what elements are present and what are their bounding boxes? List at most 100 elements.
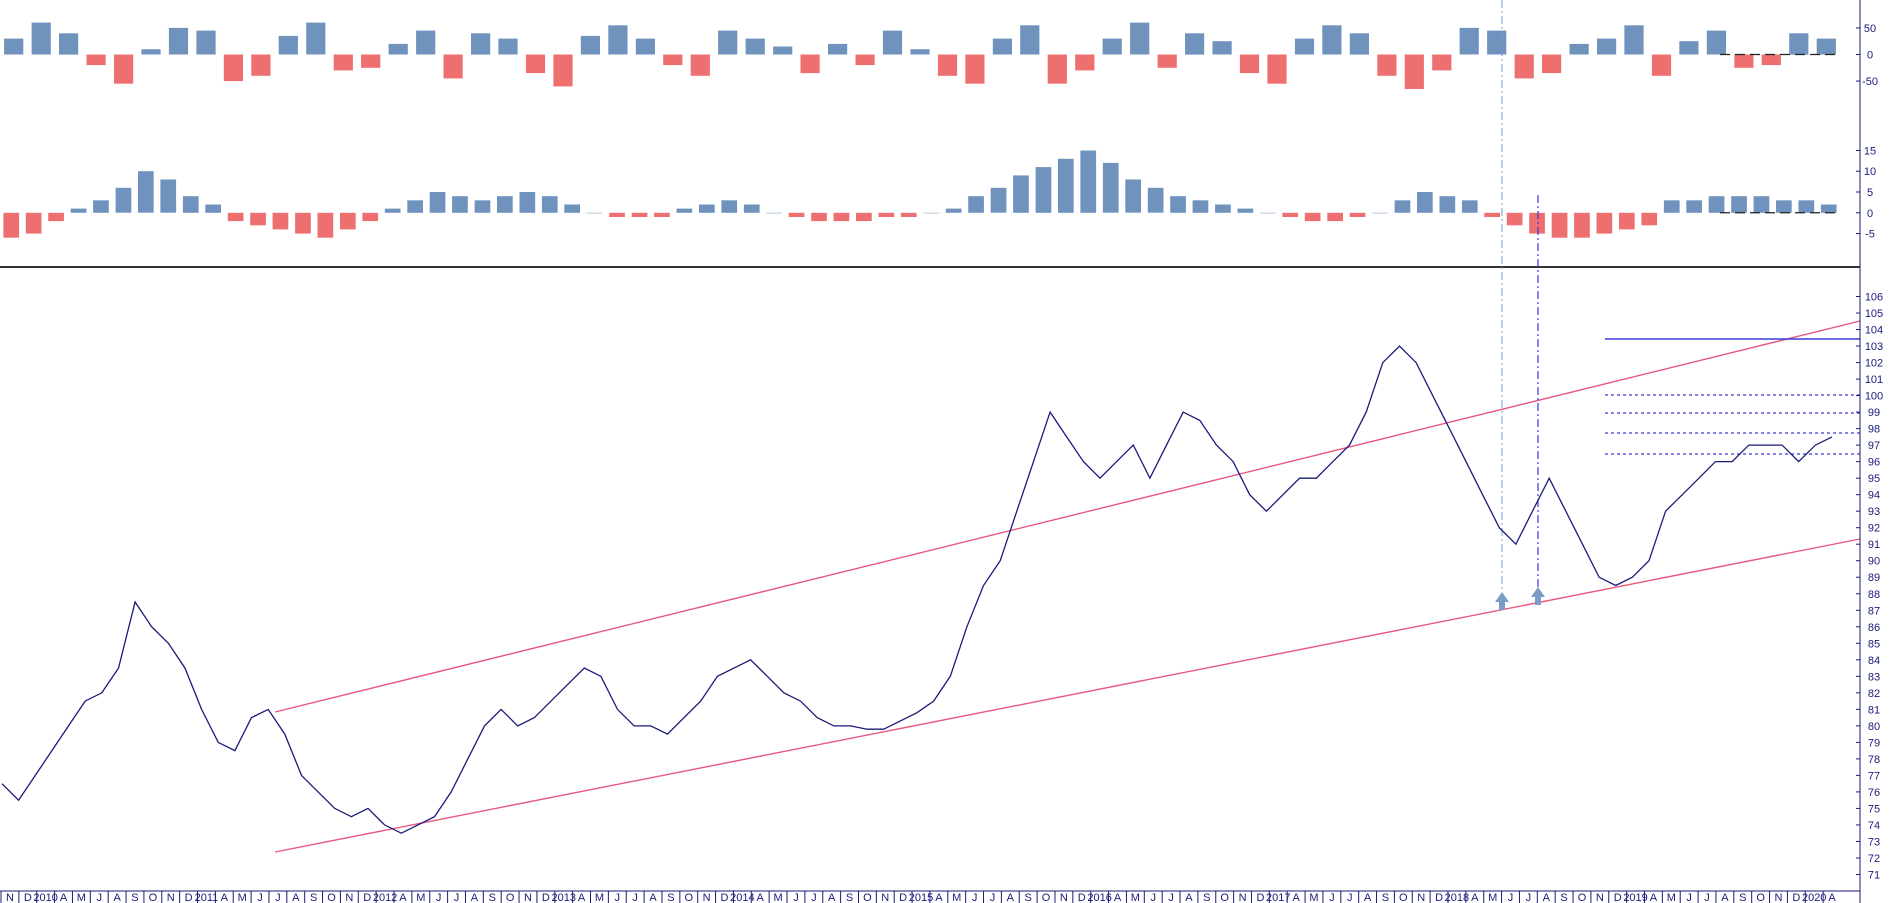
lower-oscillator-bar	[1417, 192, 1433, 213]
upper-oscillator-bar	[1706, 30, 1726, 55]
lower-oscillator-bar	[1125, 179, 1141, 213]
x-tick-label: N	[345, 892, 353, 903]
x-tick-label: J	[436, 892, 442, 903]
lower-oscillator-bars	[3, 150, 1837, 238]
upper-oscillator-bar	[553, 54, 573, 87]
x-tick-label: N	[881, 892, 889, 903]
x-tick-label: A	[399, 892, 407, 903]
price-tick-label: 85	[1868, 638, 1880, 650]
x-tick-label: A	[757, 892, 765, 903]
price-tick-label: 94	[1868, 490, 1880, 502]
lower-oscillator-bar	[1439, 196, 1456, 213]
lower-oscillator-bar	[384, 208, 401, 213]
lower-oscillator-bar	[1304, 212, 1321, 222]
x-tick-label: D	[1435, 892, 1443, 903]
x-tick-label: M	[238, 892, 247, 903]
x-tick-label: 2014	[730, 892, 754, 903]
x-tick-label: O	[1399, 892, 1408, 903]
lower-oscillator-bar	[1349, 212, 1366, 217]
x-tick-label: A	[578, 892, 586, 903]
lower-oscillator-bar	[3, 212, 20, 238]
x-tick-label: M	[1309, 892, 1318, 903]
price-tick-label: 92	[1868, 523, 1880, 535]
lower-oscillator-bar	[519, 192, 536, 213]
upper-oscillator-bar	[1267, 54, 1287, 84]
upper-oscillator-bar	[855, 54, 875, 66]
lower-oscillator-bar	[1551, 212, 1568, 238]
x-tick-label: S	[1739, 892, 1746, 903]
upper-oscillator-bar	[333, 54, 353, 71]
x-tick-label: J	[1686, 892, 1692, 903]
x-tick-label: O	[684, 892, 693, 903]
x-tick-label: N	[167, 892, 175, 903]
x-tick-label: M	[952, 892, 961, 903]
x-tick-label: A	[1007, 892, 1015, 903]
lower-oscillator-bar	[1641, 212, 1658, 226]
x-tick-label: N	[524, 892, 532, 903]
upper-oscillator-bar	[1185, 33, 1205, 55]
price-tick-label: 80	[1868, 721, 1880, 733]
lower-oscillator-bar	[48, 212, 64, 222]
upper-oscillator-bar	[1789, 33, 1809, 55]
lower-oscillator-bar	[1461, 200, 1478, 213]
lower-oscillator-bar	[1506, 212, 1523, 226]
x-tick-label: M	[1667, 892, 1676, 903]
lower-oscillator-bar	[586, 212, 603, 214]
x-tick-label: D	[1614, 892, 1622, 903]
price-tick-label: 76	[1868, 787, 1880, 799]
price-tick-label: 72	[1868, 853, 1880, 865]
upper-oscillator-bar	[1102, 38, 1122, 55]
x-tick-label: 2019	[1623, 892, 1647, 903]
lower-oscillator-bar	[654, 212, 670, 217]
upper-oscillator-bar	[1377, 54, 1397, 76]
x-tick-label: D	[899, 892, 907, 903]
lower-oscillator-bar	[631, 212, 648, 217]
lower-oscillator-tick-label: 10	[1864, 166, 1876, 178]
lower-oscillator-bar	[721, 200, 738, 213]
x-tick-label: M	[595, 892, 604, 903]
x-tick-label: A	[1292, 892, 1300, 903]
upper-oscillator-bar	[690, 54, 710, 76]
upper-oscillator-bar	[1404, 54, 1424, 89]
price-tick-label: 103	[1865, 341, 1883, 353]
x-tick-label: S	[489, 892, 496, 903]
lower-oscillator-bar	[1798, 200, 1815, 213]
price-tick-label: 74	[1868, 820, 1880, 832]
x-tick-label: D	[1792, 892, 1800, 903]
x-tick-label: A	[1364, 892, 1372, 903]
lower-oscillator-bar	[93, 200, 109, 213]
channel-lower-line	[274, 538, 1861, 853]
x-tick-label: O	[1578, 892, 1587, 903]
x-tick-label: S	[667, 892, 674, 903]
upper-oscillator-bar	[278, 35, 298, 55]
x-tick-label: O	[1220, 892, 1229, 903]
x-tick-label: S	[1560, 892, 1567, 903]
upper-oscillator-bar	[800, 54, 820, 74]
lower-oscillator-bar	[1753, 196, 1770, 213]
price-tick-label: 82	[1868, 688, 1880, 700]
x-tick-label: J	[1526, 892, 1532, 903]
price-tick-label: 104	[1865, 325, 1883, 337]
upper-oscillator-bar	[114, 54, 134, 84]
x-tick-label: 2015	[909, 892, 933, 903]
x-tick-label: J	[1508, 892, 1514, 903]
x-tick-label: S	[310, 892, 317, 903]
x-tick-label: O	[1042, 892, 1051, 903]
x-tick-label: A	[221, 892, 229, 903]
price-tick-label: 91	[1868, 539, 1880, 551]
lower-oscillator-bar	[497, 196, 513, 213]
lower-oscillator-bar	[429, 192, 446, 213]
upper-oscillator-bar	[1514, 54, 1534, 79]
lower-oscillator-bar	[1596, 212, 1613, 234]
upper-oscillator-bar	[416, 30, 436, 55]
x-tick-label: N	[6, 892, 14, 903]
upper-oscillator-bar	[59, 33, 79, 55]
upper-oscillator-tick-label: -50	[1862, 76, 1878, 88]
lower-oscillator-bar	[407, 200, 423, 213]
lower-oscillator-bar	[1394, 200, 1411, 213]
lower-oscillator-tick-label: 5	[1867, 187, 1873, 199]
lower-oscillator-bar	[1282, 212, 1299, 217]
upper-oscillator-bar	[4, 38, 24, 55]
x-tick-label: D	[185, 892, 193, 903]
